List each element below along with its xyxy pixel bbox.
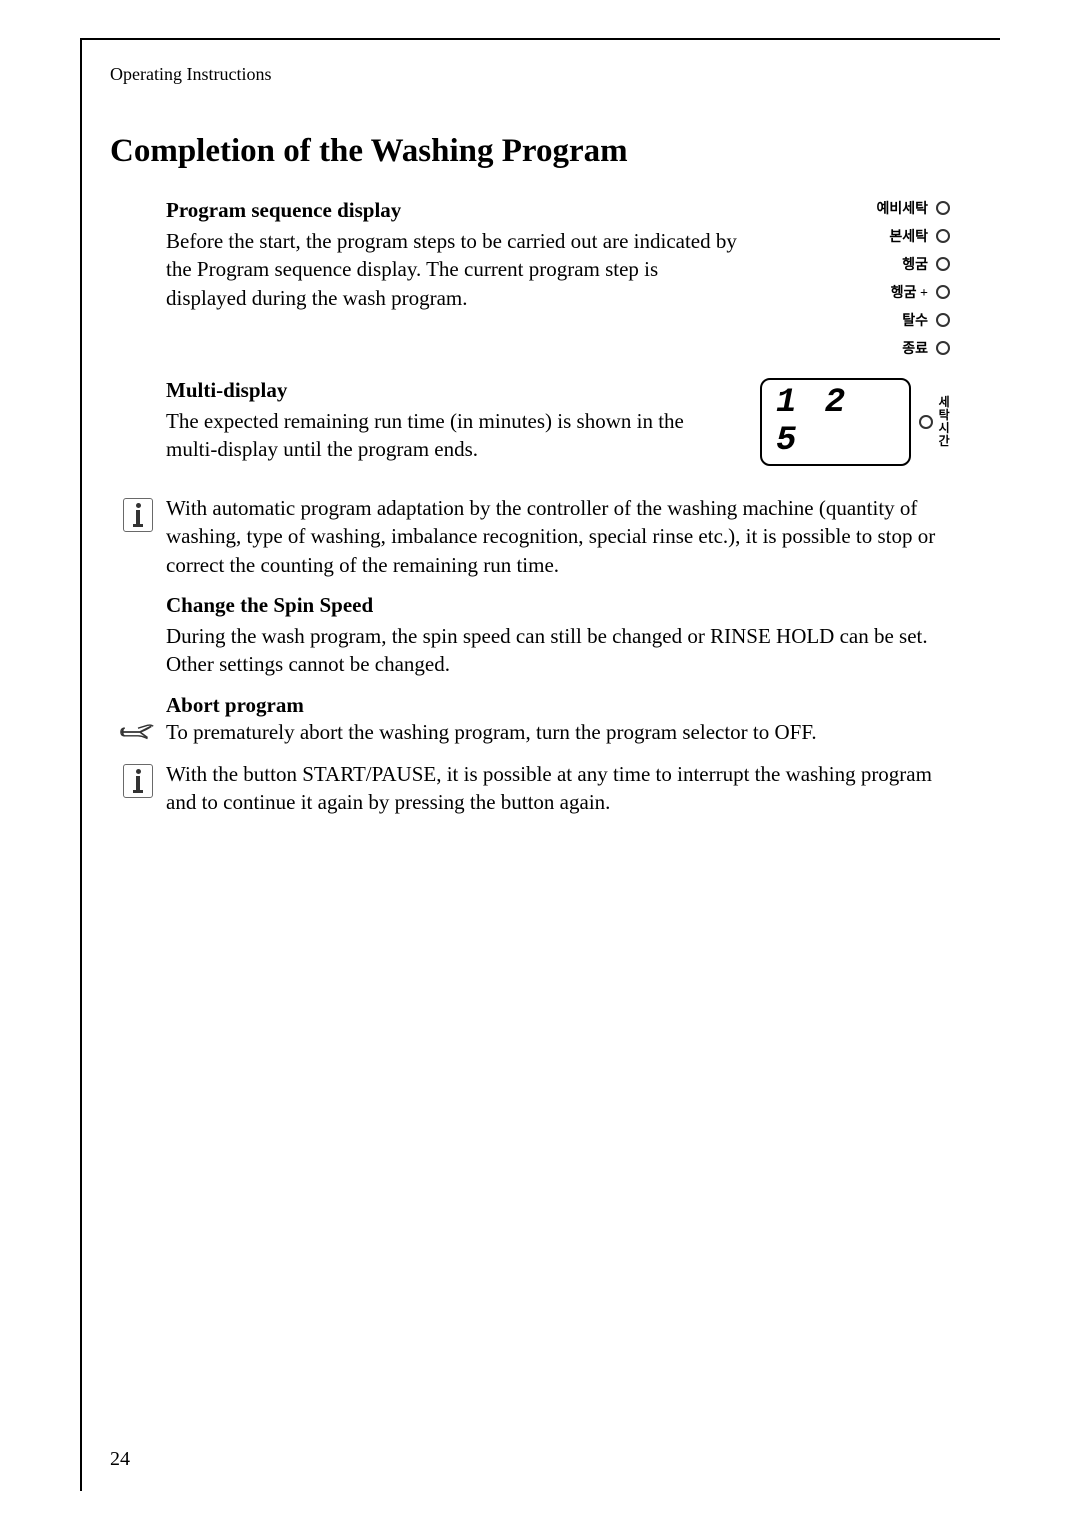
led-label: 본세탁 (889, 226, 928, 246)
led-circle-icon (936, 341, 950, 355)
display-figure: 1 2 5 세탁 시간 (760, 378, 960, 466)
section-program-sequence: Program sequence display Before the star… (166, 198, 960, 358)
icon-cell (110, 718, 166, 742)
info-icon (123, 764, 153, 798)
display-box: 1 2 5 세탁 시간 (760, 378, 960, 466)
display-label-line2: 시간 (939, 422, 960, 448)
led-circle-icon (936, 257, 950, 271)
text-cell: With the button START/PAUSE, it is possi… (166, 760, 960, 817)
seven-segment-display: 1 2 5 (760, 378, 911, 466)
program-sequence-heading: Program sequence display (166, 198, 740, 223)
page-title: Completion of the Washing Program (110, 133, 960, 170)
section-spin-speed: Change the Spin Speed During the wash pr… (166, 593, 960, 679)
text-cell: To prematurely abort the washing program… (166, 718, 960, 746)
multi-display-body: The expected remaining run time (in minu… (166, 407, 740, 464)
section-start-pause: With the button START/PAUSE, it is possi… (110, 760, 960, 817)
led-item: 종료 (902, 338, 950, 358)
led-label: 헹굼 (902, 254, 928, 274)
led-item: 본세탁 (889, 226, 950, 246)
text-cell: With automatic program adaptation by the… (166, 494, 960, 579)
icon-cell (110, 494, 166, 532)
icon-cell (110, 760, 166, 798)
led-circle-icon (936, 201, 950, 215)
section-abort: To prematurely abort the washing program… (110, 718, 960, 746)
led-label: 종료 (902, 338, 928, 358)
spin-speed-body1: During the wash program, the spin speed … (166, 622, 960, 650)
led-indicator-figure: 예비세탁 본세탁 헹굼 헹굼 + 탈수 종료 (760, 198, 960, 358)
led-circle-icon (936, 313, 950, 327)
led-item: 헹굼 + (891, 282, 950, 302)
spin-speed-heading: Change the Spin Speed (166, 593, 960, 618)
page-frame: Operating Instructions Completion of the… (80, 38, 1000, 1491)
multi-display-heading: Multi-display (166, 378, 740, 403)
section-multi-display: Multi-display The expected remaining run… (166, 378, 960, 466)
led-label: 헹굼 + (891, 282, 928, 302)
info-icon (123, 498, 153, 532)
program-sequence-body: Before the start, the program steps to b… (166, 227, 740, 312)
section-auto-adaptation: With automatic program adaptation by the… (110, 494, 960, 579)
abort-heading-block: Abort program (166, 693, 960, 718)
abort-heading: Abort program (166, 693, 960, 718)
display-label: 세탁 시간 (919, 396, 960, 449)
text-column: Multi-display The expected remaining run… (166, 378, 760, 466)
start-pause-body: With the button START/PAUSE, it is possi… (166, 760, 960, 817)
led-label: 예비세탁 (876, 198, 928, 218)
led-list: 예비세탁 본세탁 헹굼 헹굼 + 탈수 종료 (760, 198, 960, 358)
led-circle-icon (936, 229, 950, 243)
led-item: 탈수 (902, 310, 950, 330)
header-label: Operating Instructions (110, 64, 960, 85)
led-label: 탈수 (902, 310, 928, 330)
display-label-line1: 세탁 (939, 396, 960, 422)
led-item: 헹굼 (902, 254, 950, 274)
led-circle-icon (936, 285, 950, 299)
auto-adaptation-body: With automatic program adaptation by the… (166, 494, 960, 579)
led-item: 예비세탁 (876, 198, 950, 218)
page-number: 24 (110, 1448, 130, 1471)
display-label-text: 세탁 시간 (939, 396, 960, 449)
led-circle-icon (919, 415, 933, 429)
hand-pointing-icon (119, 722, 157, 742)
text-column: Program sequence display Before the star… (166, 198, 760, 358)
abort-body: To prematurely abort the washing program… (166, 718, 960, 746)
spin-speed-body2: Other settings cannot be changed. (166, 650, 960, 678)
